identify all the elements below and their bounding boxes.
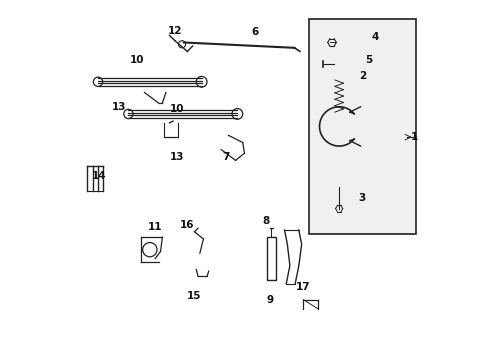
Text: 16: 16 xyxy=(179,220,193,230)
Text: 1: 1 xyxy=(410,132,417,142)
Bar xyxy=(266,237,275,280)
Text: 3: 3 xyxy=(358,193,365,203)
Text: 9: 9 xyxy=(266,295,273,305)
Text: 13: 13 xyxy=(111,102,126,112)
Text: 15: 15 xyxy=(186,291,201,301)
Text: 14: 14 xyxy=(91,171,106,181)
Text: 8: 8 xyxy=(262,216,269,226)
Text: 10: 10 xyxy=(169,104,183,113)
Text: 2: 2 xyxy=(358,71,365,81)
Text: 7: 7 xyxy=(222,152,229,162)
Text: 6: 6 xyxy=(251,27,258,37)
Text: 11: 11 xyxy=(148,222,162,232)
Text: 12: 12 xyxy=(167,26,182,36)
Bar xyxy=(308,19,415,234)
Text: 5: 5 xyxy=(364,55,371,65)
Text: 10: 10 xyxy=(130,55,144,65)
Text: 4: 4 xyxy=(370,32,378,42)
Text: 13: 13 xyxy=(169,152,183,162)
Text: 17: 17 xyxy=(296,282,310,292)
